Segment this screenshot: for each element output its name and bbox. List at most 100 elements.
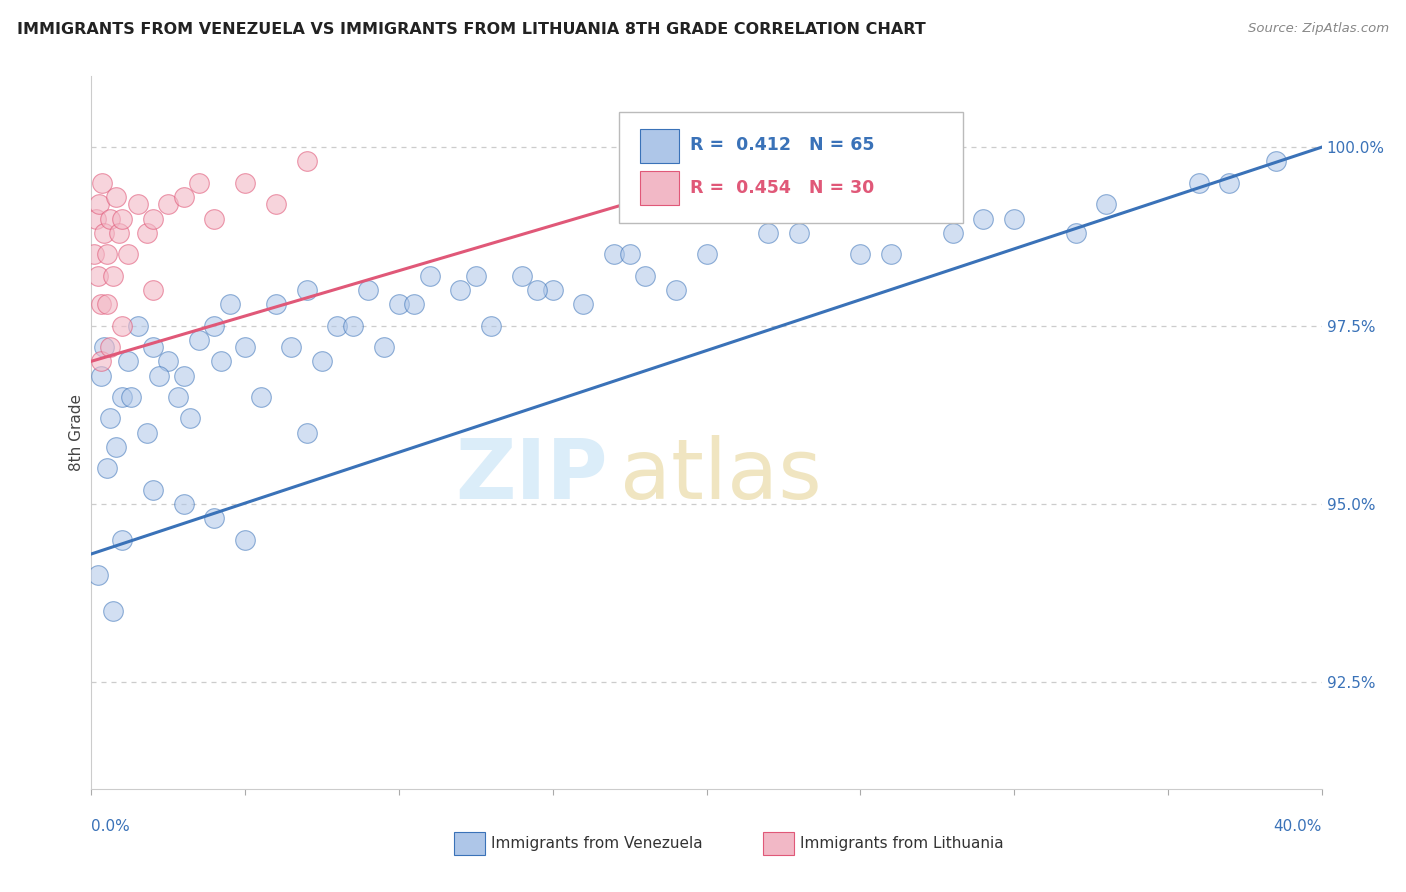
Point (84, 211, 107, 226)
Text: 0.0%: 0.0% (91, 819, 131, 834)
Point (1218, 176, 1240, 190)
Point (202, 211, 225, 226)
Point (264, 197, 287, 211)
Point (111, 533, 134, 547)
Point (634, 268, 657, 283)
Point (188, 176, 211, 190)
Point (98, 340, 121, 354)
Point (142, 283, 165, 297)
Point (120, 390, 142, 404)
Point (479, 318, 502, 333)
Point (342, 318, 364, 333)
Point (264, 297, 287, 311)
Point (91, 176, 114, 190)
Point (179, 411, 201, 425)
Point (1187, 176, 1209, 190)
Point (135, 425, 157, 440)
Point (373, 340, 395, 354)
Point (83, 247, 105, 261)
Point (1002, 211, 1025, 226)
Point (135, 226, 157, 240)
Text: R =  0.412   N = 65: R = 0.412 N = 65 (690, 136, 875, 154)
Point (188, 333, 211, 347)
Point (90, 297, 112, 311)
Point (108, 226, 131, 240)
Point (96, 247, 118, 261)
Point (1064, 226, 1087, 240)
Point (173, 190, 195, 204)
Text: atlas: atlas (620, 435, 823, 516)
Point (87, 197, 110, 211)
Point (173, 368, 195, 383)
Point (209, 354, 232, 368)
Point (326, 318, 349, 333)
Point (541, 283, 564, 297)
Text: R =  0.454   N = 30: R = 0.454 N = 30 (690, 179, 875, 197)
Point (117, 354, 139, 368)
Text: Source: ZipAtlas.com: Source: ZipAtlas.com (1249, 22, 1389, 36)
Point (464, 268, 486, 283)
Point (142, 340, 165, 354)
Point (101, 268, 124, 283)
Point (388, 297, 411, 311)
Point (526, 283, 548, 297)
Point (295, 425, 318, 440)
Point (619, 247, 641, 261)
Point (96, 297, 118, 311)
Point (117, 247, 139, 261)
Point (880, 247, 903, 261)
Point (90, 354, 112, 368)
Point (1095, 197, 1118, 211)
Text: Immigrants from Lithuania: Immigrants from Lithuania (800, 837, 1004, 851)
Point (603, 247, 626, 261)
Point (127, 318, 149, 333)
Point (665, 283, 688, 297)
Text: ZIP: ZIP (456, 435, 607, 516)
Point (419, 268, 441, 283)
Point (202, 511, 225, 525)
Point (105, 190, 127, 204)
Point (510, 268, 533, 283)
Point (148, 368, 170, 383)
Point (101, 604, 124, 618)
Point (111, 390, 134, 404)
Point (98, 211, 121, 226)
Point (249, 390, 271, 404)
Point (233, 340, 256, 354)
Point (233, 176, 256, 190)
Point (96, 461, 118, 475)
Point (142, 483, 165, 497)
Text: Immigrants from Venezuela: Immigrants from Venezuela (491, 837, 703, 851)
Point (111, 318, 134, 333)
Point (173, 497, 195, 511)
Point (105, 440, 127, 454)
Point (311, 354, 333, 368)
Point (111, 211, 134, 226)
Point (202, 318, 225, 333)
Y-axis label: 8th Grade: 8th Grade (69, 394, 84, 471)
Point (572, 297, 595, 311)
Point (93, 340, 115, 354)
Point (157, 197, 180, 211)
Point (404, 297, 426, 311)
Point (218, 297, 240, 311)
Point (295, 283, 318, 297)
Point (157, 354, 180, 368)
Point (142, 211, 165, 226)
Point (849, 247, 872, 261)
Point (941, 226, 963, 240)
Point (756, 226, 779, 240)
Point (86, 568, 108, 582)
Point (1264, 154, 1286, 169)
Point (86, 268, 108, 283)
Point (695, 247, 717, 261)
Point (233, 533, 256, 547)
Point (357, 283, 380, 297)
Point (849, 154, 872, 169)
Point (280, 340, 302, 354)
Point (787, 226, 810, 240)
Point (93, 226, 115, 240)
Point (127, 197, 149, 211)
Point (295, 154, 318, 169)
Point (90, 368, 112, 383)
